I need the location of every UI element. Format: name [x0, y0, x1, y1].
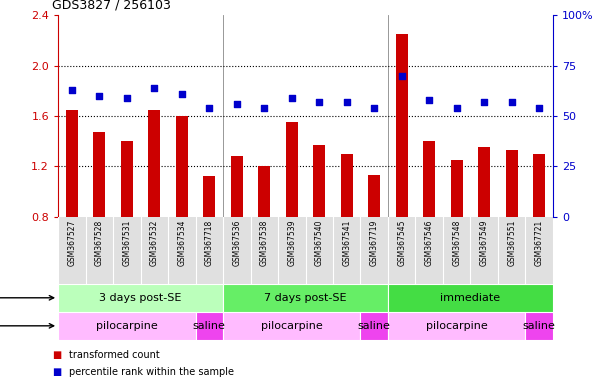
Point	[232, 101, 242, 107]
Text: percentile rank within the sample: percentile rank within the sample	[69, 367, 234, 377]
Bar	[120, 141, 133, 217]
Text: transformed count: transformed count	[69, 350, 160, 360]
Bar	[423, 141, 436, 217]
Text: saline: saline	[193, 321, 225, 331]
Text: GSM367539: GSM367539	[287, 220, 296, 266]
Text: time: time	[0, 293, 54, 303]
Point	[480, 99, 489, 105]
Text: pilocarpine: pilocarpine	[261, 321, 323, 331]
Text: GSM367528: GSM367528	[95, 220, 104, 266]
Text: GSM367532: GSM367532	[150, 220, 159, 266]
Point	[534, 105, 544, 111]
Point	[424, 97, 434, 103]
Bar	[388, 284, 553, 312]
Point	[67, 87, 77, 93]
Bar	[203, 176, 216, 217]
Text: 3 days post-SE: 3 days post-SE	[100, 293, 181, 303]
Text: GSM367551: GSM367551	[507, 220, 516, 266]
Text: ■: ■	[52, 350, 61, 360]
Point	[452, 105, 462, 111]
Text: GSM367718: GSM367718	[205, 220, 214, 266]
Point	[315, 99, 324, 105]
Text: GSM367536: GSM367536	[232, 220, 241, 266]
Point	[287, 95, 297, 101]
Text: GSM367548: GSM367548	[452, 220, 461, 266]
Text: GSM367531: GSM367531	[122, 220, 131, 266]
Bar	[340, 154, 353, 217]
Bar	[313, 145, 326, 217]
Bar	[533, 154, 546, 217]
Text: GSM367527: GSM367527	[67, 220, 76, 266]
Bar	[388, 312, 525, 340]
Point	[177, 91, 187, 97]
Point	[122, 95, 132, 101]
Text: GSM367545: GSM367545	[397, 220, 406, 266]
Text: saline: saline	[523, 321, 555, 331]
Bar	[478, 147, 491, 217]
Text: saline: saline	[358, 321, 390, 331]
Text: GDS3827 / 256103: GDS3827 / 256103	[52, 0, 171, 12]
Bar	[230, 156, 243, 217]
Bar	[360, 312, 388, 340]
Bar	[223, 284, 388, 312]
Bar	[395, 34, 408, 217]
Bar	[258, 166, 271, 217]
Bar	[175, 116, 188, 217]
Text: GSM367534: GSM367534	[177, 220, 186, 266]
Text: GSM367538: GSM367538	[260, 220, 269, 266]
Text: agent: agent	[0, 321, 54, 331]
Bar	[525, 312, 553, 340]
Bar	[65, 110, 78, 217]
Point	[397, 73, 407, 79]
Bar	[223, 312, 360, 340]
Bar	[368, 175, 381, 217]
Point	[507, 99, 517, 105]
Point	[149, 85, 159, 91]
Bar	[58, 312, 196, 340]
Text: GSM367721: GSM367721	[535, 220, 544, 266]
Text: ■: ■	[52, 367, 61, 377]
Point	[95, 93, 104, 99]
Bar	[285, 122, 298, 217]
Point	[259, 105, 269, 111]
Bar	[58, 284, 223, 312]
Bar	[450, 160, 463, 217]
Bar	[93, 132, 106, 217]
Bar	[148, 110, 161, 217]
Point	[342, 99, 352, 105]
Text: immediate: immediate	[441, 293, 500, 303]
Text: GSM367719: GSM367719	[370, 220, 379, 266]
Text: GSM367540: GSM367540	[315, 220, 324, 266]
Text: GSM367549: GSM367549	[480, 220, 489, 266]
Text: GSM367541: GSM367541	[342, 220, 351, 266]
Text: pilocarpine: pilocarpine	[96, 321, 158, 331]
Text: GSM367546: GSM367546	[425, 220, 434, 266]
Point	[369, 105, 379, 111]
Point	[204, 105, 214, 111]
Bar	[505, 150, 518, 217]
Text: 7 days post-SE: 7 days post-SE	[264, 293, 347, 303]
Text: pilocarpine: pilocarpine	[426, 321, 488, 331]
Bar	[196, 312, 223, 340]
